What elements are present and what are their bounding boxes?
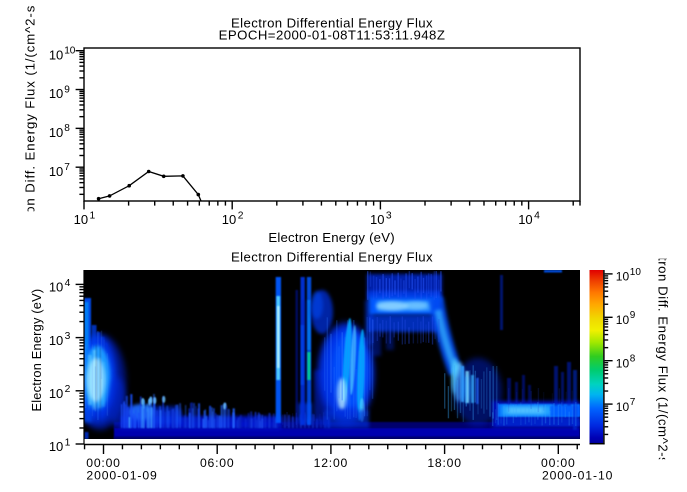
svg-text:10: 10 (49, 386, 63, 401)
svg-text:10: 10 (74, 212, 88, 227)
svg-text:4: 4 (534, 211, 540, 222)
svg-text:1: 1 (65, 437, 71, 448)
svg-text:00:00: 00:00 (86, 456, 121, 470)
svg-text:Electron Energy (eV): Electron Energy (eV) (268, 230, 394, 245)
svg-text:7: 7 (64, 162, 70, 173)
svg-text:9: 9 (64, 84, 70, 95)
svg-text:10: 10 (49, 333, 63, 348)
svg-text:12:00: 12:00 (314, 456, 349, 470)
svg-text:2000-01-10: 2000-01-10 (542, 469, 613, 483)
svg-text:10: 10 (49, 439, 63, 454)
svg-text:10: 10 (49, 86, 63, 101)
svg-text:8: 8 (630, 354, 636, 365)
svg-text:06:00: 06:00 (200, 456, 235, 470)
svg-text:2: 2 (238, 211, 244, 222)
svg-text:00:00: 00:00 (541, 456, 576, 470)
svg-text:Electron Differential Energy F: Electron Differential Energy Flux (231, 15, 433, 30)
svg-text:10: 10 (49, 125, 63, 140)
svg-text:10: 10 (616, 400, 630, 414)
svg-text:10: 10 (64, 46, 76, 57)
svg-text:3: 3 (386, 211, 392, 222)
svg-text:10: 10 (49, 280, 63, 295)
svg-text:10: 10 (616, 313, 630, 327)
svg-text:tron Diff. Energy Flux (1/(cm^: tron Diff. Energy Flux (1/(cm^2-s (656, 257, 671, 464)
svg-text:9: 9 (630, 310, 636, 321)
svg-text:on Diff. Energy Flux (1/(cm^2-: on Diff. Energy Flux (1/(cm^2-s (23, 5, 38, 214)
svg-text:18:00: 18:00 (427, 456, 462, 470)
svg-text:EPOCH=2000-01-08T11:53:11.948Z: EPOCH=2000-01-08T11:53:11.948Z (219, 28, 446, 43)
svg-text:2000-01-09: 2000-01-09 (86, 469, 157, 483)
svg-text:2: 2 (65, 384, 71, 395)
svg-text:7: 7 (630, 397, 636, 408)
svg-text:Electron Differential Energy F: Electron Differential Energy Flux (231, 250, 433, 265)
svg-text:10: 10 (616, 356, 630, 370)
svg-text:10: 10 (518, 212, 532, 227)
svg-text:10: 10 (616, 270, 630, 284)
svg-text:4: 4 (65, 278, 71, 289)
svg-text:10: 10 (49, 164, 63, 179)
svg-text:10: 10 (370, 212, 384, 227)
svg-text:8: 8 (64, 123, 70, 134)
svg-text:10: 10 (222, 212, 236, 227)
svg-text:10: 10 (630, 267, 642, 278)
svg-text:1: 1 (90, 211, 96, 222)
svg-text:3: 3 (65, 331, 71, 342)
svg-text:Electron Energy (eV): Electron Energy (eV) (29, 289, 44, 412)
svg-text:10: 10 (49, 47, 63, 62)
